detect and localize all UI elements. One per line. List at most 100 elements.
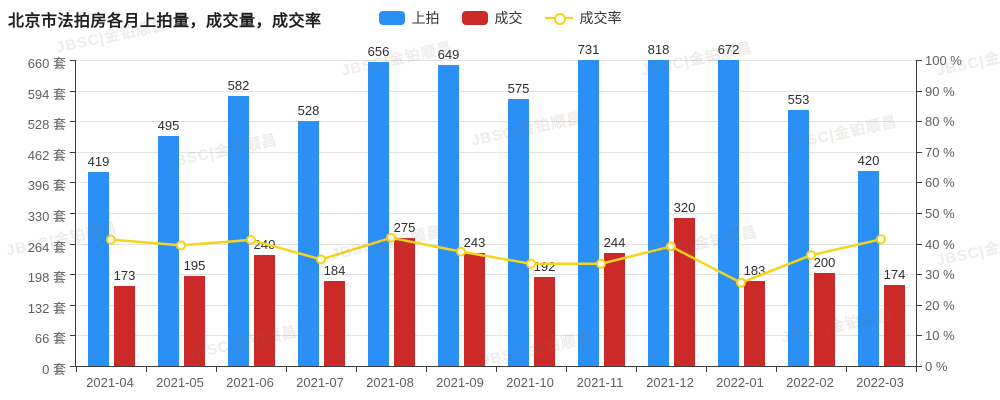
bar-chengjiao[interactable]	[114, 286, 135, 366]
legend-bar-swatch-icon	[378, 11, 405, 25]
bar-group: 582 240	[216, 60, 286, 366]
y-axis-right-label: 30 %	[925, 267, 955, 283]
bar-group: 528 184	[286, 60, 356, 366]
bar-value-label: 174	[883, 267, 906, 282]
bar-value-label: 195	[183, 258, 206, 273]
x-axis-label: 2021-08	[366, 375, 414, 390]
bar-value-label: 495	[157, 118, 180, 133]
y-axis-tick	[70, 335, 76, 336]
bar-value-label: 818	[647, 42, 670, 57]
legend-label-chengjiaolv: 成交率	[579, 10, 622, 26]
y-axis-right-label: 90 %	[925, 83, 955, 99]
bar-shangpai[interactable]	[648, 60, 669, 366]
bar-shangpai[interactable]	[228, 96, 249, 366]
bar-chengjiao[interactable]	[674, 218, 695, 366]
bar-chengjiao[interactable]	[884, 285, 905, 366]
bar-value-label: 200	[813, 255, 836, 270]
y-axis-right-label: 60 %	[925, 175, 955, 191]
bar-value-label: 184	[323, 263, 346, 278]
y-axis-tick	[70, 91, 76, 92]
x-axis-tick	[776, 366, 777, 372]
bar-value-label: 656	[367, 44, 390, 59]
bar-chengjiao[interactable]	[534, 277, 555, 366]
gridline	[76, 335, 916, 336]
legend-label-chengjiao: 成交	[494, 10, 523, 26]
x-axis-label: 2021-11	[576, 375, 624, 390]
y-axis-tick	[70, 274, 76, 275]
x-axis-label: 2021-05	[156, 375, 204, 390]
bar-value-label: 183	[743, 263, 766, 278]
gridline	[76, 152, 916, 153]
bar-shangpai[interactable]	[368, 62, 389, 366]
bar-shangpai[interactable]	[158, 136, 179, 366]
y-axis-right-label: 70 %	[925, 144, 955, 160]
y-axis-tick	[916, 60, 922, 61]
bar-group: 553 200	[776, 60, 846, 366]
bar-chengjiao[interactable]	[184, 276, 205, 366]
bar-shangpai[interactable]	[88, 172, 109, 366]
bar-chengjiao[interactable]	[464, 253, 485, 366]
y-axis-tick	[916, 213, 922, 214]
bar-shangpai[interactable]	[578, 60, 599, 366]
bar-value-label: 649	[437, 47, 460, 62]
bar-shangpai[interactable]	[298, 121, 319, 366]
bar-value-label: 419	[87, 154, 110, 169]
y-axis-right-label: 50 %	[925, 206, 955, 221]
legend-item-chengjiao[interactable]: 成交	[461, 8, 523, 28]
bar-chengjiao[interactable]	[744, 281, 765, 366]
x-axis-tick	[566, 366, 567, 372]
y-axis-right-label: 0 %	[925, 359, 948, 374]
gridline	[76, 182, 916, 183]
bar-value-label: 553	[787, 92, 810, 107]
x-axis-tick	[846, 366, 847, 372]
legend-line-marker-icon	[544, 11, 573, 25]
legend-label-shangpai: 上拍	[411, 10, 440, 26]
y-axis-tick	[70, 244, 76, 245]
bar-group: 419 173	[76, 60, 146, 366]
y-axis-left-label: 528 套	[27, 117, 66, 133]
x-axis-tick	[706, 366, 707, 372]
y-axis-left-label: 132 套	[27, 300, 66, 316]
bar-value-label: 420	[857, 153, 880, 168]
y-axis-tick	[70, 152, 76, 153]
y-axis-right-label: 40 %	[925, 236, 955, 252]
y-axis-tick	[916, 121, 922, 122]
bar-chengjiao[interactable]	[254, 255, 275, 366]
bar-group: 420 174	[846, 60, 916, 366]
y-axis-left-label: 594 套	[27, 86, 66, 102]
legend-item-chengjiaolv[interactable]: 成交率	[544, 8, 622, 28]
bar-chengjiao[interactable]	[604, 253, 625, 366]
x-axis-tick	[216, 366, 217, 372]
bar-value-label: 672	[717, 42, 740, 57]
y-axis-right-label: 100 %	[925, 53, 962, 68]
bar-group: 672 183	[706, 42, 776, 366]
y-axis-left-label: 0 套	[42, 362, 66, 377]
y-axis-tick	[70, 213, 76, 214]
y-axis-tick	[70, 305, 76, 306]
bar-shangpai[interactable]	[508, 99, 529, 366]
x-axis-tick	[356, 366, 357, 372]
y-axis-tick	[70, 121, 76, 122]
bar-group: 731 244	[566, 42, 636, 366]
bar-value-label: 528	[297, 103, 320, 118]
bar-value-label: 575	[507, 81, 530, 96]
bar-chengjiao[interactable]	[814, 273, 835, 366]
y-axis-left-label: 330 套	[27, 209, 66, 224]
y-axis-left-label: 198 套	[27, 270, 66, 286]
bar-value-label: 731	[577, 42, 600, 57]
gridline	[76, 121, 916, 122]
bar-chengjiao[interactable]	[394, 238, 415, 366]
bar-chengjiao[interactable]	[324, 281, 345, 366]
bar-shangpai[interactable]	[718, 60, 739, 366]
bar-shangpai[interactable]	[438, 65, 459, 366]
legend-item-shangpai[interactable]: 上拍	[378, 8, 440, 28]
bar-value-label: 244	[603, 235, 626, 250]
x-axis-label: 2021-06	[226, 375, 274, 390]
bar-shangpai[interactable]	[788, 110, 809, 366]
y-axis-tick	[916, 335, 922, 336]
x-axis-label: 2021-09	[436, 375, 484, 390]
y-axis-tick	[916, 274, 922, 275]
y-axis-tick	[70, 182, 76, 183]
bar-group: 649 243	[426, 47, 496, 366]
y-axis-left-label: 396 套	[27, 178, 66, 194]
